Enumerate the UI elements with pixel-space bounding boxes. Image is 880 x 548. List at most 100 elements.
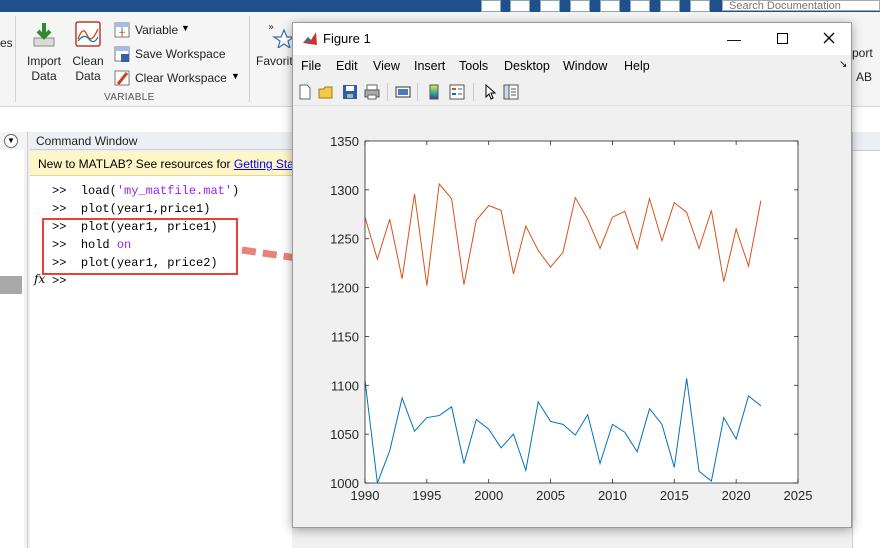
search-documentation-input[interactable]: Search Documentation xyxy=(722,0,880,11)
save-workspace-label: Save Workspace xyxy=(135,47,226,61)
clear-workspace-label: Clear Workspace xyxy=(135,71,227,85)
separator xyxy=(249,16,250,102)
y-tick-label: 1000 xyxy=(330,476,359,491)
import-label: Import xyxy=(26,54,61,68)
quick-access-icon[interactable] xyxy=(570,0,590,12)
edit-plot-icon[interactable] xyxy=(482,84,498,100)
favorites-icon: » xyxy=(268,22,292,48)
truncated-label: es xyxy=(0,36,13,50)
truncated-label: AB xyxy=(856,70,873,84)
section-label-variable: VARIABLE xyxy=(104,92,155,103)
command-line: >> hold on xyxy=(52,238,132,252)
x-tick-label: 1995 xyxy=(412,488,441,503)
maximize-icon[interactable] xyxy=(777,33,789,45)
x-tick-label: 2000 xyxy=(474,488,503,503)
y-tick-label: 1150 xyxy=(331,329,359,344)
axes-box xyxy=(364,140,799,484)
figure-window[interactable]: Figure 1 — File Edit View Insert Tools D… xyxy=(292,22,852,528)
workspace-header xyxy=(853,132,880,151)
dock-icon[interactable]: ↘ xyxy=(839,59,848,70)
favorites-button[interactable]: » Favorit xyxy=(256,18,292,86)
y-tick-label: 1300 xyxy=(330,183,359,198)
quick-access-icon[interactable] xyxy=(510,0,530,12)
property-inspector-icon[interactable] xyxy=(503,84,519,100)
y-tick-label: 1200 xyxy=(330,281,359,296)
favorites-label: Favorit xyxy=(256,54,292,68)
clean-data-icon xyxy=(75,21,101,47)
open-file-icon[interactable] xyxy=(318,84,334,100)
import-data-icon xyxy=(33,23,55,47)
figure-menubar: File Edit View Insert Tools Desktop Wind… xyxy=(293,55,851,77)
y-tick-label: 1100 xyxy=(331,378,359,393)
truncated-label: port xyxy=(852,46,873,60)
clean-data-button[interactable]: Clean Data xyxy=(68,18,108,86)
menu-tools[interactable]: Tools xyxy=(459,59,489,73)
print-icon[interactable] xyxy=(364,84,380,100)
figure-toolbar xyxy=(293,79,851,106)
y-tick-label: 1350 xyxy=(330,134,359,149)
colorbar-icon[interactable] xyxy=(426,84,442,100)
menu-file[interactable]: File xyxy=(301,59,322,73)
quick-access-icon[interactable] xyxy=(660,0,680,12)
menu-desktop[interactable]: Desktop xyxy=(504,59,550,73)
clear-workspace-icon xyxy=(114,70,130,86)
folder-list xyxy=(0,150,24,548)
save-icon[interactable] xyxy=(342,84,358,100)
link-plot-icon[interactable] xyxy=(395,84,411,100)
save-workspace-icon xyxy=(114,46,130,62)
separator xyxy=(473,83,474,101)
figure-canvas[interactable]: 1990 1995 2000 2005 2010 2015 2020 2025 1000 1050… xyxy=(293,106,851,527)
menu-edit[interactable]: Edit xyxy=(336,59,358,73)
menu-help[interactable]: Help xyxy=(624,59,650,73)
legend-icon[interactable] xyxy=(449,84,465,100)
banner-text: New to MATLAB? See resources for xyxy=(38,157,234,171)
command-line: >> load('my_matfile.mat') xyxy=(52,184,240,198)
command-prompt[interactable]: >> xyxy=(52,274,67,288)
command-line: >> plot(year1,price1) xyxy=(52,202,211,216)
menu-insert[interactable]: Insert xyxy=(414,59,446,73)
matlab-logo-icon xyxy=(303,32,317,45)
y-tick-label: 1050 xyxy=(330,427,359,442)
highlight-box xyxy=(42,218,238,275)
plot-area xyxy=(365,141,798,483)
chevron-down-icon[interactable]: ▼ xyxy=(231,71,240,81)
x-tick-label: 2020 xyxy=(722,488,751,503)
menu-window[interactable]: Window xyxy=(563,59,608,73)
title-bar xyxy=(0,0,880,12)
panel-menu-icon[interactable]: ▼ xyxy=(4,134,18,148)
figure-title: Figure 1 xyxy=(323,31,371,46)
quick-access-icon[interactable] xyxy=(540,0,560,12)
quick-access-icon[interactable] xyxy=(481,0,501,12)
clear-workspace-button[interactable]: Clear Workspace ▼ xyxy=(114,69,244,87)
command-line: >> plot(year1, price1) xyxy=(52,220,218,234)
workspace-panel xyxy=(852,132,880,548)
menu-view[interactable]: View xyxy=(373,59,400,73)
minimize-icon[interactable]: — xyxy=(727,31,741,47)
x-tick-label: 2025 xyxy=(784,488,813,503)
variable-dropdown[interactable]: + Variable ▼ xyxy=(114,21,244,39)
y-tick-label: 1250 xyxy=(330,232,359,247)
quick-access-icon[interactable] xyxy=(690,0,710,12)
save-workspace-button[interactable]: Save Workspace xyxy=(114,45,244,63)
clean-label-2: Data xyxy=(75,69,101,83)
command-line: >> plot(year1, price2) xyxy=(52,256,218,270)
close-icon[interactable] xyxy=(823,32,835,44)
command-window-body[interactable] xyxy=(30,176,292,548)
new-figure-icon[interactable] xyxy=(297,84,313,100)
quick-access-icon[interactable] xyxy=(630,0,650,12)
figure-title-bar[interactable]: Figure 1 — xyxy=(293,23,851,55)
import-data-button[interactable]: Import Data xyxy=(22,18,66,86)
series-line-1 xyxy=(364,182,762,286)
quick-access-icon[interactable] xyxy=(600,0,620,12)
variable-icon: + xyxy=(114,22,130,38)
x-tick-label: 1990 xyxy=(351,488,380,503)
selected-folder-row[interactable] xyxy=(0,276,22,294)
x-tick-label: 2015 xyxy=(660,488,689,503)
import-label-2: Data xyxy=(31,69,57,83)
x-tick-label: 2010 xyxy=(598,488,627,503)
separator xyxy=(15,16,16,102)
function-browser-icon[interactable]: fx xyxy=(34,272,46,286)
getting-started-link[interactable]: Getting Start xyxy=(233,157,292,171)
line-chart[interactable]: 1990 1995 2000 2005 2010 2015 2020 2025 1000 1050… xyxy=(293,106,851,527)
clean-label: Clean xyxy=(72,54,104,68)
